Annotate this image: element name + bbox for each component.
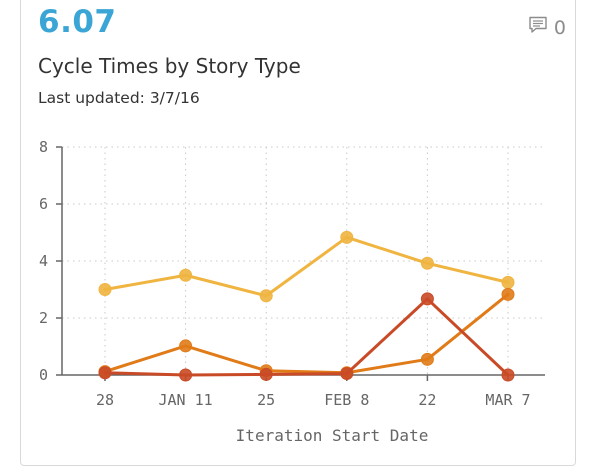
series-0-point-4 <box>420 256 434 270</box>
x-tick-label-4: 22 <box>418 391 436 409</box>
cycle-time-chart: 0 2 4 6 8 28 JAN 11 25 FEB 8 22 MAR 7 Iteration St… <box>39 138 545 445</box>
series-2-line <box>103 297 510 377</box>
series-2-point-3 <box>340 367 354 381</box>
series-1-line <box>103 292 510 375</box>
series-2-point-4 <box>420 292 434 306</box>
series-2-point-2 <box>259 367 273 381</box>
series-1-point-1 <box>179 339 193 353</box>
series-2 <box>98 292 515 382</box>
comments-button[interactable]: 0 <box>528 16 566 39</box>
series-0-point-3 <box>340 230 354 244</box>
series-1 <box>98 287 515 380</box>
y-tick-label-6: 6 <box>39 195 48 213</box>
y-tick-label-8: 8 <box>39 138 48 156</box>
tick-labels: 0 2 4 6 8 28 JAN 11 25 FEB 8 22 MAR 7 <box>39 138 531 409</box>
y-tick-label-2: 2 <box>39 309 48 327</box>
x-tick-label-5: MAR 7 <box>485 391 530 409</box>
x-tick-label-3: FEB 8 <box>324 391 369 409</box>
y-tick-label-4: 4 <box>39 252 48 270</box>
x-tick-label-2: 25 <box>257 391 275 409</box>
series-0-point-5 <box>501 275 515 289</box>
x-axis-label: Iteration Start Date <box>236 426 429 445</box>
series-1-point-4 <box>420 352 434 366</box>
series-0-point-0 <box>98 283 112 296</box>
comment-icon <box>528 16 548 39</box>
series-2-point-0 <box>98 366 112 380</box>
series-2-point-5 <box>501 368 515 382</box>
chart-title: Cycle Times by Story Type <box>38 54 301 78</box>
series-0-point-1 <box>179 268 193 282</box>
grid-lines <box>62 146 545 375</box>
series-0-line <box>103 235 510 298</box>
comment-count: 0 <box>553 16 566 39</box>
series-0 <box>98 230 515 303</box>
metric-card <box>20 0 576 466</box>
series-1-point-5 <box>501 287 515 301</box>
y-tick-label-0: 0 <box>39 366 48 384</box>
series-layer <box>98 230 515 382</box>
axes <box>56 146 545 381</box>
series-2-point-1 <box>179 368 193 382</box>
x-tick-label-1: JAN 11 <box>159 391 213 409</box>
series-0-point-2 <box>259 289 273 303</box>
cycle-time-metric: 6.07 <box>38 4 117 40</box>
last-updated: Last updated: 3/7/16 <box>38 89 200 107</box>
x-tick-label-0: 28 <box>96 391 114 409</box>
